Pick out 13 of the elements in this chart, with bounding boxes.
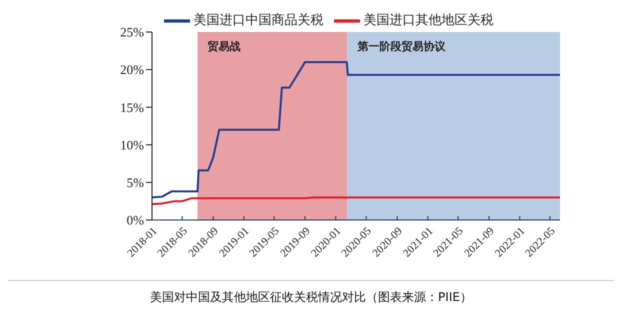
y-tick-label: 10% [120, 137, 144, 152]
y-tick-label: 0% [126, 212, 144, 228]
legend-label: 美国进口其他地区关税 [364, 12, 494, 27]
line-series [152, 196, 560, 206]
y-tick-label: 5% [126, 175, 144, 190]
y-tick-label: 15% [120, 100, 144, 115]
legend-label: 美国进口中国商品关税 [194, 12, 324, 27]
line-series [152, 61, 560, 198]
text: 美国对中国及其他地区征收关税情况对比（图表来源：PIIE） [149, 289, 473, 306]
y-tick-label: 25% [120, 24, 144, 40]
y-tick-label: 20% [120, 62, 144, 78]
band-label: 第一阶段贸易协议 [356, 40, 446, 53]
band-label: 贸易战 [208, 40, 241, 53]
